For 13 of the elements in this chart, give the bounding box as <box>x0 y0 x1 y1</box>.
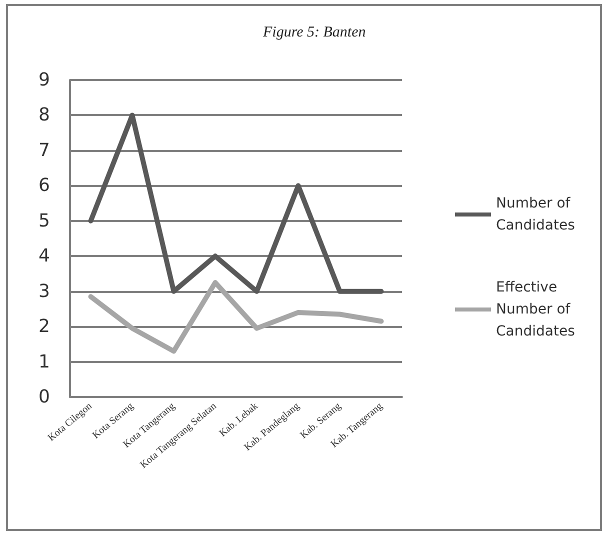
y-tick-label: 6 <box>38 175 50 196</box>
y-tick-label: 4 <box>38 246 50 267</box>
legend-label: Number of Candidates <box>496 196 575 234</box>
y-tick-label: 1 <box>38 351 50 372</box>
y-tick-label: 3 <box>38 280 50 302</box>
y-tick-label: 7 <box>38 140 50 161</box>
chart-title: Figure 5: Banten <box>262 24 366 40</box>
legend-label: Effective Number of Candidates <box>496 280 575 340</box>
y-tick-label: 9 <box>38 70 50 90</box>
y-tick-label: 0 <box>38 386 50 408</box>
y-tick-label: 2 <box>38 316 50 338</box>
y-tick-label: 5 <box>38 210 50 232</box>
y-tick-label: 8 <box>38 104 50 126</box>
